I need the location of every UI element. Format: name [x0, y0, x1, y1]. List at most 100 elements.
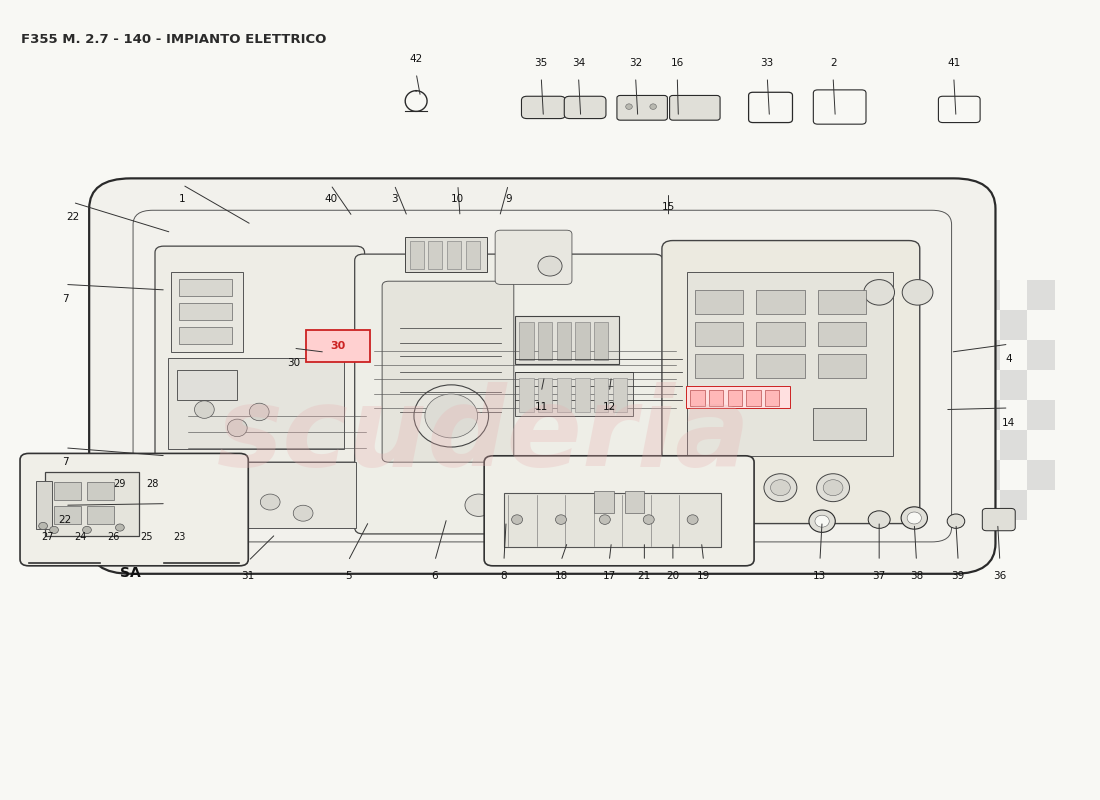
Bar [917, 490, 945, 519]
Bar [54, 482, 81, 500]
Bar [710, 390, 724, 406]
Bar [890, 460, 917, 490]
Ellipse shape [222, 506, 242, 521]
Bar [1027, 460, 1055, 490]
Bar [54, 506, 81, 523]
Bar [1027, 310, 1055, 340]
Bar [515, 372, 634, 416]
Bar [972, 430, 1000, 460]
Ellipse shape [261, 494, 280, 510]
Bar [817, 290, 866, 314]
Ellipse shape [556, 515, 566, 524]
FancyBboxPatch shape [670, 95, 720, 120]
Bar [945, 400, 972, 430]
Ellipse shape [228, 419, 248, 437]
Bar [972, 310, 1000, 340]
Bar [917, 430, 945, 460]
Ellipse shape [868, 511, 890, 528]
Ellipse shape [764, 474, 796, 502]
Bar [428, 241, 442, 270]
Bar [557, 322, 571, 360]
Bar [817, 322, 866, 346]
FancyBboxPatch shape [20, 454, 249, 566]
Bar [972, 460, 1000, 490]
Bar [835, 430, 862, 460]
Bar [538, 322, 552, 360]
Bar [447, 241, 461, 270]
Ellipse shape [716, 480, 736, 496]
Text: 34: 34 [572, 58, 585, 67]
Text: 39: 39 [952, 570, 965, 581]
Ellipse shape [908, 512, 922, 524]
Bar [835, 400, 862, 430]
Ellipse shape [770, 480, 790, 496]
Text: 15: 15 [662, 202, 675, 212]
Text: 8: 8 [500, 570, 507, 581]
Bar [862, 370, 890, 400]
Text: 2: 2 [829, 58, 836, 67]
Bar [972, 370, 1000, 400]
Bar [575, 322, 590, 360]
Text: 28: 28 [146, 478, 160, 489]
Bar [972, 400, 1000, 430]
FancyBboxPatch shape [89, 178, 996, 574]
Text: 40: 40 [324, 194, 337, 204]
Bar [519, 378, 534, 412]
Ellipse shape [512, 515, 522, 524]
Ellipse shape [250, 403, 270, 421]
Ellipse shape [39, 522, 47, 530]
Text: scuderia: scuderia [217, 382, 751, 490]
FancyBboxPatch shape [521, 96, 565, 118]
Text: 27: 27 [41, 532, 54, 542]
Bar [557, 378, 571, 412]
Bar [1027, 430, 1055, 460]
Ellipse shape [414, 385, 488, 447]
Bar [817, 354, 866, 378]
Bar [177, 370, 238, 400]
Bar [625, 491, 645, 514]
Text: 19: 19 [697, 570, 711, 581]
Text: 12: 12 [603, 402, 616, 411]
Bar [917, 370, 945, 400]
Ellipse shape [815, 515, 829, 527]
Bar [1027, 490, 1055, 519]
Text: 10: 10 [451, 194, 464, 204]
Bar [728, 390, 743, 406]
Ellipse shape [538, 256, 562, 276]
Text: F355 M. 2.7 - 140 - IMPIANTO ELETTRICO: F355 M. 2.7 - 140 - IMPIANTO ELETTRICO [21, 34, 327, 46]
Bar [409, 241, 424, 270]
Bar [835, 370, 862, 400]
Bar [945, 310, 972, 340]
Ellipse shape [50, 526, 58, 534]
Ellipse shape [808, 510, 835, 532]
Bar [945, 340, 972, 370]
Bar [1000, 370, 1027, 400]
Bar [862, 460, 890, 490]
Bar [917, 281, 945, 310]
Bar [613, 378, 627, 412]
Text: 3: 3 [390, 194, 397, 204]
Bar [917, 340, 945, 370]
Text: 24: 24 [74, 532, 87, 542]
FancyBboxPatch shape [495, 230, 572, 285]
Bar [695, 290, 744, 314]
Bar [1000, 310, 1027, 340]
Bar [945, 460, 972, 490]
Bar [835, 490, 862, 519]
Bar [1027, 340, 1055, 370]
Bar [575, 378, 590, 412]
Text: 30: 30 [331, 341, 345, 350]
Text: 9: 9 [505, 194, 512, 204]
Bar [1027, 400, 1055, 430]
Bar [179, 326, 232, 344]
Bar [538, 378, 552, 412]
Text: 25: 25 [140, 532, 153, 542]
Bar [594, 378, 608, 412]
Bar [862, 490, 890, 519]
Ellipse shape [465, 494, 493, 516]
Text: 26: 26 [107, 532, 120, 542]
Bar [862, 400, 890, 430]
Bar [835, 310, 862, 340]
Bar [890, 281, 917, 310]
Bar [890, 400, 917, 430]
